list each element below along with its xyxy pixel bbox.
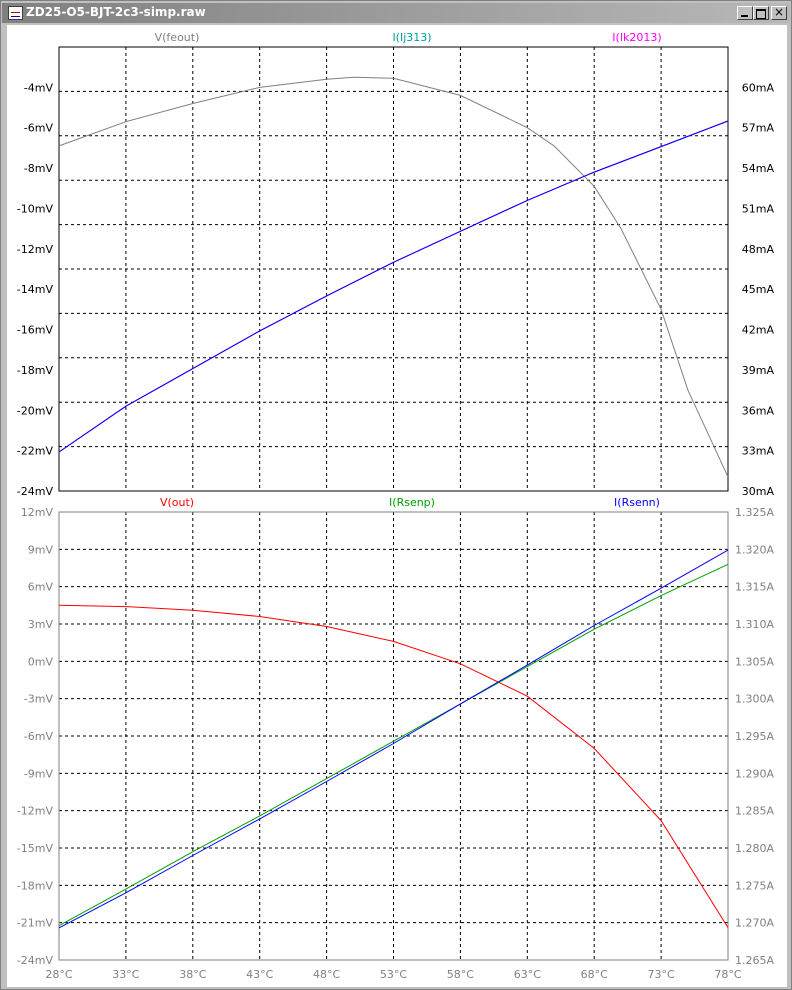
x-tick-label: 53°C <box>380 968 407 981</box>
plot-background <box>7 25 787 987</box>
right-tick-label: 48mA <box>742 243 775 256</box>
right-tick-label: 1.265A <box>735 954 774 967</box>
x-tick-label: 38°C <box>179 968 206 981</box>
series-line[interactable] <box>58 549 729 929</box>
series-line[interactable] <box>58 563 729 927</box>
left-tick-label: -16mV <box>17 324 54 337</box>
x-tick-label: 28°C <box>45 968 72 981</box>
right-tick-label: 57mA <box>742 122 775 135</box>
right-tick-label: 42mA <box>742 324 775 337</box>
right-tick-label: 36mA <box>742 404 775 417</box>
left-tick-label: -14mV <box>17 283 54 296</box>
minimize-button[interactable] <box>737 6 753 20</box>
x-tick-label: 73°C <box>648 968 675 981</box>
left-tick-label: 6mV <box>28 581 54 594</box>
x-tick-label: 58°C <box>447 968 474 981</box>
upper-pane[interactable]: -4mV -6mV -8mV -10mV -12mV -14mV -16mV -18mV -20… <box>17 31 775 498</box>
waveform-plot[interactable]: -4mV -6mV -8mV -10mV -12mV -14mV -16mV -18mV -20… <box>7 25 787 987</box>
x-tick-label: 43°C <box>246 968 273 981</box>
right-tick-label: 1.310A <box>735 618 774 631</box>
x-tick-label: 63°C <box>514 968 541 981</box>
right-tick-label: 39mA <box>742 364 775 377</box>
left-tick-label: -6mV <box>24 122 54 135</box>
series-line[interactable] <box>58 120 729 453</box>
left-tick-label: -8mV <box>24 162 54 175</box>
right-tick-label: 1.320A <box>735 543 774 556</box>
left-tick-label: -24mV <box>17 954 54 967</box>
maximize-button[interactable] <box>753 6 769 20</box>
series-line[interactable] <box>58 76 729 478</box>
right-tick-label: 1.285A <box>735 805 774 818</box>
plot-frame <box>58 511 729 961</box>
x-tick-label: 48°C <box>313 968 340 981</box>
right-tick-label: 1.305A <box>735 655 774 668</box>
waveform-icon <box>8 6 23 20</box>
left-tick-label: 0mV <box>28 655 54 668</box>
window-title: ZD25-O5-BJT-2c3-simp.raw <box>26 5 206 19</box>
minimize-icon <box>741 15 748 17</box>
left-tick-label: -4mV <box>24 81 54 94</box>
series-label[interactable]: V(out) <box>160 496 194 509</box>
x-tick-label: 78°C <box>714 968 741 981</box>
x-tick-label: 33°C <box>112 968 139 981</box>
left-tick-label: -15mV <box>17 842 54 855</box>
right-tick-label: 1.300A <box>735 693 774 706</box>
series-label[interactable]: I(Ij313) <box>392 31 431 44</box>
left-tick-label: 9mV <box>28 543 54 556</box>
right-tick-label: 1.295A <box>735 730 774 743</box>
right-tick-label: 45mA <box>742 283 775 296</box>
left-tick-label: -18mV <box>17 364 54 377</box>
plot-frame <box>58 46 729 492</box>
left-tick-label: -6mV <box>24 730 54 743</box>
right-tick-label: 60mA <box>742 81 775 94</box>
right-tick-label: 51mA <box>742 202 775 215</box>
left-tick-label: -18mV <box>17 879 54 892</box>
right-tick-label: 33mA <box>742 445 775 458</box>
title-bar[interactable]: ZD25-O5-BJT-2c3-simp.raw × <box>2 3 790 23</box>
right-tick-label: 1.315A <box>735 581 774 594</box>
left-tick-label: -9mV <box>24 767 54 780</box>
close-button[interactable]: × <box>771 5 787 20</box>
series-label[interactable]: I(Rsenn) <box>614 496 660 509</box>
x-tick-label: 68°C <box>581 968 608 981</box>
series-label[interactable]: I(Rsenp) <box>389 496 435 509</box>
left-tick-label: 3mV <box>28 618 54 631</box>
right-tick-label: 1.270A <box>735 917 774 930</box>
left-tick-label: -24mV <box>17 485 54 498</box>
right-tick-label: 1.280A <box>735 842 774 855</box>
right-tick-label: 1.325A <box>735 506 774 519</box>
left-tick-label: -12mV <box>17 243 54 256</box>
right-tick-label: 1.290A <box>735 767 774 780</box>
left-tick-label: -12mV <box>17 805 54 818</box>
right-tick-label: 1.275A <box>735 879 774 892</box>
series-label[interactable]: I(Ik2013) <box>612 31 661 44</box>
left-tick-label: 12mV <box>21 506 54 519</box>
left-tick-label: -21mV <box>17 917 54 930</box>
series-label[interactable]: V(feout) <box>155 31 200 44</box>
left-tick-label: -20mV <box>17 404 54 417</box>
maximize-icon <box>756 9 766 19</box>
left-tick-label: -3mV <box>24 693 54 706</box>
right-tick-label: 54mA <box>742 162 775 175</box>
close-icon: × <box>774 5 785 19</box>
series-line[interactable] <box>58 604 729 928</box>
lower-pane[interactable]: 28°C 33°C 38°C 43°C 48°C 53°C 58°C 63°C 68°C 73°C… <box>17 496 775 981</box>
left-tick-label: -22mV <box>17 445 54 458</box>
right-tick-label: 30mA <box>742 485 775 498</box>
left-tick-label: -10mV <box>17 202 54 215</box>
